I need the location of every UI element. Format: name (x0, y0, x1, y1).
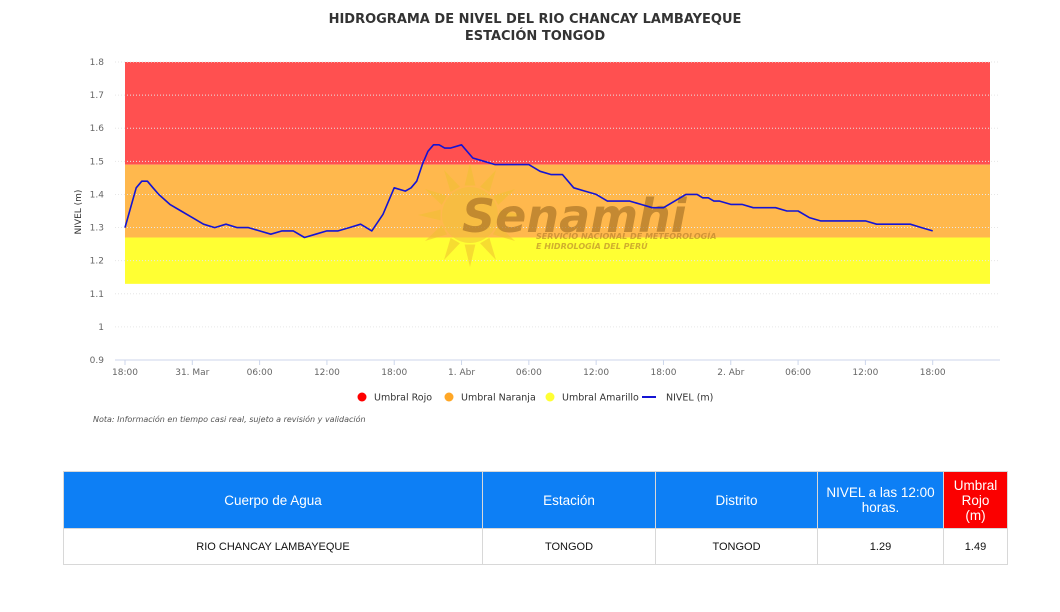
x-tick-label: 06:00 (247, 368, 273, 378)
y-tick-label: 1.4 (90, 190, 105, 200)
sun-ray (492, 189, 516, 205)
chart-legend: Umbral Rojo Umbral Naranja Umbral Amarillo… (357, 392, 713, 404)
y-axis: 0.9 1 1.1 1.2 1.3 1.4 1.5 1.6 1.7 1.8 (90, 58, 105, 366)
x-axis: 18:00 31. Mar 06:00 12:00 18:00 1. Abr 06:00 12… (112, 359, 1000, 378)
chart-note: Nota: Información en tiempo casi real, s… (93, 414, 366, 424)
y-tick-label: 1.1 (90, 290, 104, 300)
x-tick-label: 18:00 (920, 368, 946, 378)
legend-label: Umbral Naranja (461, 393, 536, 404)
chart-title: HIDROGRAMA DE NIVEL DEL RIO CHANCAY LAMB… (329, 12, 742, 27)
table-header-row: Cuerpo de Agua Estación Distrito NIVEL a… (63, 471, 1008, 529)
y-tick-label: 1 (98, 323, 104, 333)
x-tick-label: 12:00 (314, 368, 340, 378)
legend-label: NIVEL (m) (666, 393, 713, 404)
sun-ray (444, 169, 460, 193)
cell-nivel: 1.29 (817, 528, 944, 565)
y-tick-label: 1.8 (90, 58, 105, 68)
y-tick-label: 1.2 (90, 257, 104, 267)
col-distrito: Distrito (655, 471, 818, 529)
legend-marker (357, 392, 367, 402)
col-nivel: NIVEL a las 12:00 horas. (817, 471, 944, 529)
x-tick-label: 06:00 (516, 368, 542, 378)
series-line-nivel (124, 144, 933, 239)
y-tick-label: 1.6 (90, 124, 105, 134)
sun-ray (424, 225, 448, 241)
col-estacion: Estación (482, 471, 656, 529)
sun-logo-icon (418, 163, 522, 267)
band-umbral-rojo (125, 62, 990, 165)
col-umbral-rojo: Umbral Rojo (m) (943, 471, 1008, 529)
x-tick-label: 18:00 (112, 368, 138, 378)
cell-cuerpo-de-agua: RIO CHANCAY LAMBAYEQUE (63, 528, 483, 565)
sun-ray (418, 209, 441, 221)
sun-ray (499, 209, 522, 221)
legend-label: Umbral Rojo (374, 393, 432, 404)
threshold-bands (125, 62, 990, 284)
series-layer (124, 144, 933, 239)
watermark-line2: E HIDROLOGÍA DEL PERÚ (536, 240, 648, 251)
x-tick-label: 18:00 (381, 368, 407, 378)
legend-label: Umbral Amarillo (562, 393, 639, 404)
y-tick-label: 0.9 (90, 356, 105, 366)
sun-ray (444, 237, 460, 261)
sun-ray (480, 237, 496, 261)
x-tick-label: 12:00 (583, 368, 609, 378)
hydrograph-chart: HIDROGRAMA DE NIVEL DEL RIO CHANCAY LAMB… (74, 12, 1000, 424)
col-cuerpo-de-agua: Cuerpo de Agua (63, 471, 483, 529)
y-axis-title: NIVEL (m) (74, 190, 84, 235)
x-tick-label: 2. Abr (717, 368, 744, 378)
table-row: RIO CHANCAY LAMBAYEQUE TONGOD TONGOD 1.2… (63, 528, 1008, 565)
cell-distrito: TONGOD (655, 528, 818, 565)
sun-ray (492, 225, 516, 241)
x-tick-label: 31. Mar (175, 368, 209, 378)
watermark-name: Senamhi (462, 189, 688, 243)
x-tick-label: 06:00 (785, 368, 811, 378)
sun-disc (442, 187, 498, 243)
x-tick-label: 1. Abr (448, 368, 475, 378)
y-tick-label: 1.5 (90, 157, 104, 167)
y-tick-label: 1.3 (90, 224, 104, 234)
sun-ray (464, 244, 476, 267)
chart-subtitle: ESTACIÓN TONGOD (465, 28, 606, 44)
cell-umbral-rojo: 1.49 (943, 528, 1008, 565)
band-umbral-naranja (125, 164, 990, 238)
legend-marker (545, 392, 555, 402)
legend-marker (444, 392, 454, 402)
sun-ray (480, 169, 496, 193)
y-tick-label: 1.7 (90, 91, 104, 101)
sun-ray (464, 163, 476, 186)
x-tick-label: 12:00 (852, 368, 878, 378)
cell-estacion: TONGOD (482, 528, 656, 565)
x-tick-label: 18:00 (650, 368, 676, 378)
sun-ray (424, 189, 448, 205)
station-table: Cuerpo de Agua Estación Distrito NIVEL a… (63, 471, 1008, 565)
watermark-line1: SERVICIO NACIONAL DE METEOROLOGÍA (536, 230, 716, 241)
band-umbral-amarillo (125, 237, 990, 284)
